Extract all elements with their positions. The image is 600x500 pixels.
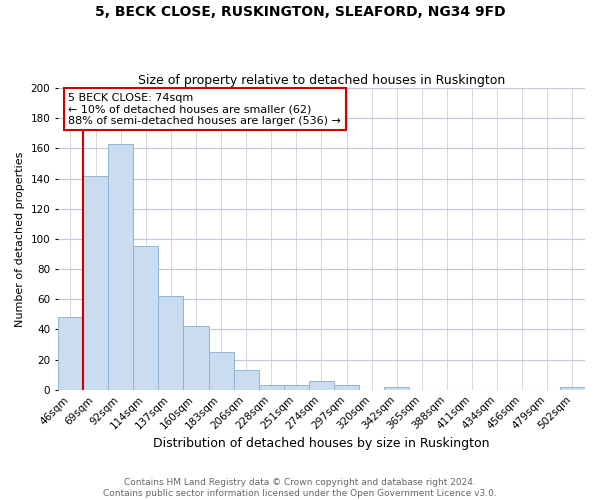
Bar xyxy=(560,386,585,390)
Bar xyxy=(284,385,309,390)
Bar xyxy=(209,352,233,390)
Title: Size of property relative to detached houses in Ruskington: Size of property relative to detached ho… xyxy=(138,74,505,87)
Text: 5, BECK CLOSE, RUSKINGTON, SLEAFORD, NG34 9FD: 5, BECK CLOSE, RUSKINGTON, SLEAFORD, NG3… xyxy=(95,5,505,19)
Bar xyxy=(384,386,409,390)
Bar xyxy=(309,380,334,390)
Bar xyxy=(334,385,359,390)
Y-axis label: Number of detached properties: Number of detached properties xyxy=(15,152,25,326)
Bar xyxy=(58,318,83,390)
Bar xyxy=(259,385,284,390)
Text: Contains HM Land Registry data © Crown copyright and database right 2024.
Contai: Contains HM Land Registry data © Crown c… xyxy=(103,478,497,498)
Bar xyxy=(83,176,108,390)
Bar xyxy=(108,144,133,390)
Bar xyxy=(158,296,184,390)
Text: 5 BECK CLOSE: 74sqm
← 10% of detached houses are smaller (62)
88% of semi-detach: 5 BECK CLOSE: 74sqm ← 10% of detached ho… xyxy=(68,92,341,126)
Bar xyxy=(133,246,158,390)
X-axis label: Distribution of detached houses by size in Ruskington: Distribution of detached houses by size … xyxy=(153,437,490,450)
Bar xyxy=(233,370,259,390)
Bar xyxy=(184,326,209,390)
